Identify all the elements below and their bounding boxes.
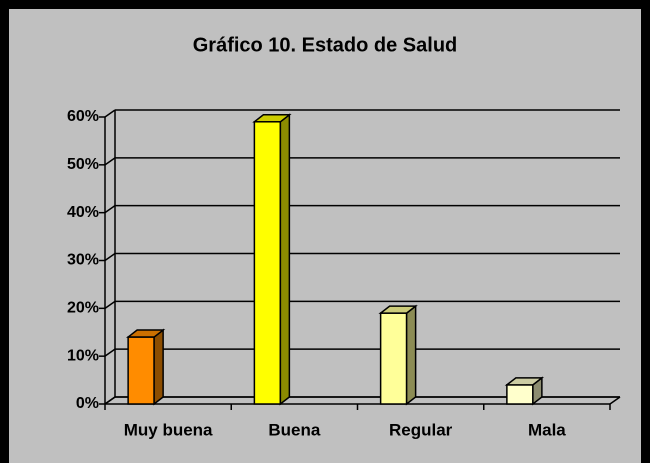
bar-top <box>504 377 545 386</box>
bar-front <box>253 121 282 405</box>
bar-front <box>127 336 155 405</box>
x-tick-label: Mala <box>528 420 566 439</box>
bar-front <box>379 312 408 405</box>
bar-side <box>153 328 164 406</box>
wall-diag <box>104 300 116 309</box>
wall-diag <box>104 109 116 118</box>
wall-diag <box>104 348 116 357</box>
floor-right <box>609 396 621 405</box>
y-tick-label: 10% <box>67 347 99 364</box>
x-tick-label: Buena <box>268 420 321 439</box>
bar-front <box>506 384 534 405</box>
wall-diag <box>104 252 116 262</box>
wall-diag <box>104 157 116 166</box>
bar-top <box>125 329 166 338</box>
x-tick-label: Regular <box>389 420 453 439</box>
y-tick-label: 0% <box>76 395 99 412</box>
y-tick-label: 30% <box>67 252 99 269</box>
bar-side <box>405 304 417 406</box>
y-tick-label: 60% <box>67 108 99 125</box>
bar-top <box>252 114 292 123</box>
x-tick-label: Muy buena <box>124 420 213 439</box>
wall-diag <box>104 205 116 214</box>
wall-diag <box>104 396 116 405</box>
bar-side <box>279 113 291 406</box>
bar-top <box>378 305 418 314</box>
chart-area <box>9 9 641 463</box>
chart-title: Gráfico 10. Estado de Salud <box>193 34 458 56</box>
y-tick-label: 40% <box>67 204 99 221</box>
y-tick-label: 20% <box>67 300 99 317</box>
y-tick-label: 50% <box>67 156 99 173</box>
